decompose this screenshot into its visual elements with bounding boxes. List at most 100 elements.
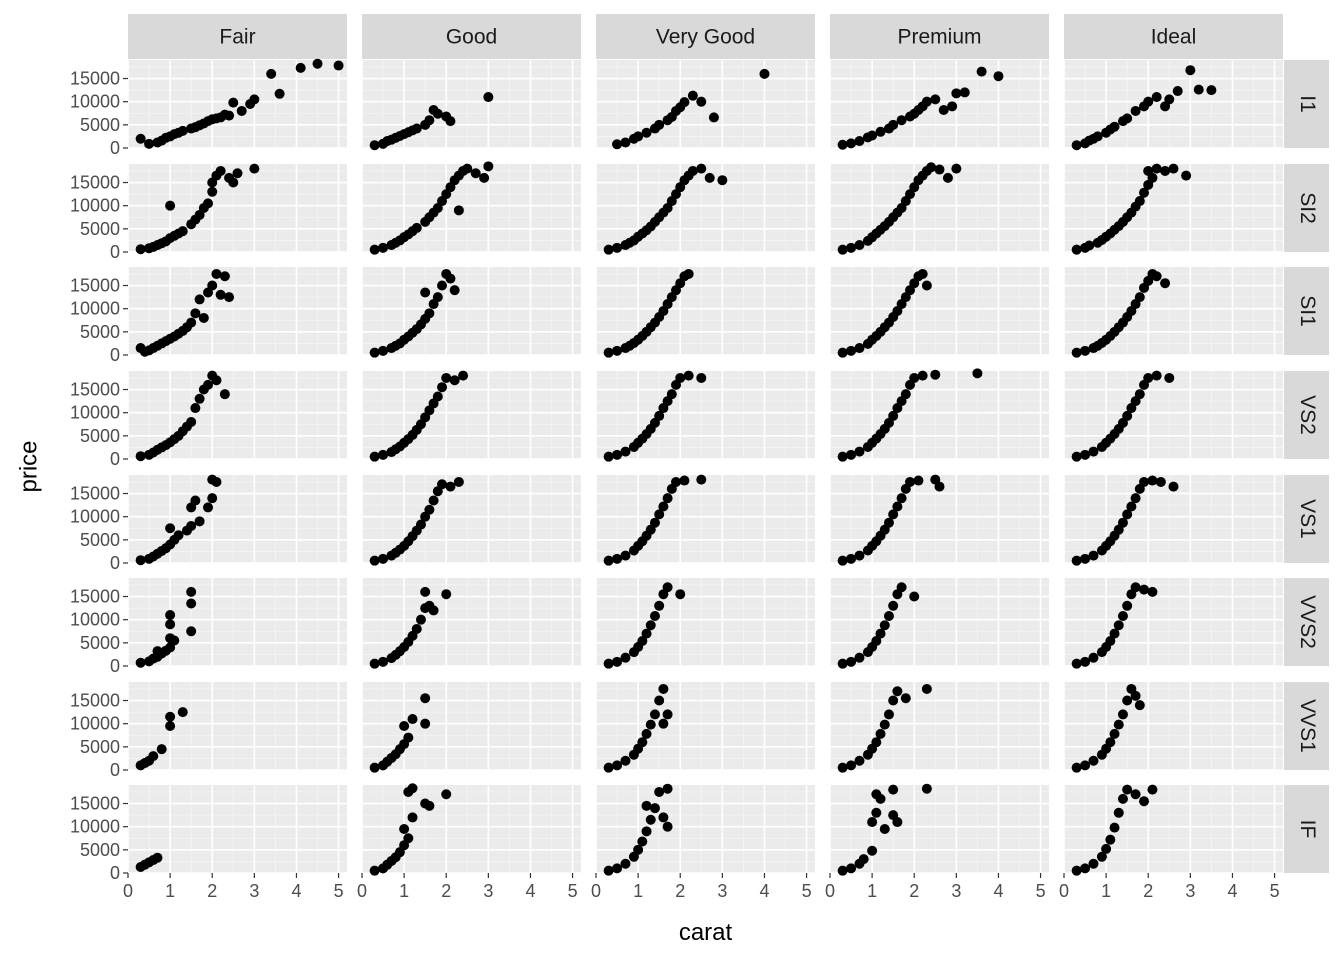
points-ideal-vs1 [1071,475,1179,566]
data-point [854,652,865,663]
data-point [378,656,389,667]
data-point [612,345,623,356]
points-fair-vvs1 [135,707,188,771]
x-tick-label: 0 [123,881,133,901]
data-point [633,844,644,855]
data-point [641,800,652,811]
data-point [1088,550,1099,561]
data-point [993,71,1004,82]
data-point [420,718,431,729]
data-point [1160,278,1171,289]
data-point [203,379,214,390]
data-point [1105,834,1116,845]
data-point [1071,451,1082,462]
data-point [620,858,631,869]
data-point [854,550,865,561]
data-point [649,803,660,814]
data-point [1147,172,1158,183]
y-tick-label: 15000 [70,276,120,296]
data-point [917,268,928,279]
data-point [1164,94,1175,105]
data-point [1122,600,1133,611]
data-point [837,865,848,876]
data-point [871,635,882,646]
points-premium-vs1 [837,474,945,566]
data-point [649,709,660,720]
data-point [420,586,431,597]
data-point [1130,493,1141,504]
data-point [1071,555,1082,566]
data-point [883,709,894,720]
data-point [1134,196,1145,207]
y-tick-label: 10000 [70,299,120,319]
data-point [1164,372,1175,383]
data-point [883,517,894,528]
data-point [232,168,243,179]
data-point [148,751,159,762]
points-premium-vs2 [837,368,983,462]
data-point [415,519,426,530]
data-point [1080,449,1091,460]
y-tick-label: 15000 [70,380,120,400]
data-point [603,555,614,566]
x-tick-label: 5 [1036,881,1046,901]
data-point [1193,84,1204,95]
data-point [1117,610,1128,621]
points-good-si1 [369,268,460,358]
data-point [683,370,694,381]
data-point [837,658,848,669]
x-tick-label: 3 [249,881,259,901]
x-tick-label: 4 [1227,881,1237,901]
points-ideal-vvs2 [1071,582,1158,669]
x-tick-label: 5 [568,881,578,901]
data-point [1122,410,1133,421]
data-point [437,280,448,291]
points-very-good-si2 [603,163,728,255]
data-point [462,163,473,174]
strip-row-label-vvs2: VVS2 [1296,595,1319,649]
data-point [926,162,937,173]
data-point [135,451,146,462]
data-point [403,833,414,844]
data-point [144,138,155,149]
strip-row-label-i1: I1 [1296,95,1319,113]
strip-row-label-si1: SI1 [1296,295,1319,327]
points-very-good-vvs1 [603,683,673,773]
panel-background [1064,371,1283,459]
y-tick-label: 15000 [70,484,120,504]
data-point [900,389,911,400]
data-point [407,783,418,794]
data-point [854,136,865,147]
data-point [837,555,848,566]
panel-background [596,578,815,666]
data-point [432,391,443,402]
strip-row-i1 [1284,60,1329,148]
points-ideal-si1 [1071,268,1171,358]
data-point [854,755,865,766]
y-tick-label: 10000 [70,92,120,112]
data-point [1096,851,1107,862]
points-good-vs2 [369,370,469,462]
data-point [1151,271,1162,282]
data-point [896,115,907,126]
data-point [219,271,230,282]
data-point [696,372,707,383]
data-point [399,824,410,834]
data-point [759,68,770,79]
data-point [135,244,146,255]
points-good-vs1 [369,476,464,566]
y-axis-title: price [15,440,42,492]
x-tick-label: 1 [399,881,409,901]
x-tick-label: 0 [591,881,601,901]
data-point [453,476,464,487]
data-point [679,97,690,108]
data-point [641,127,652,138]
data-point [892,501,903,512]
data-point [883,610,894,621]
data-point [449,375,460,386]
points-fair-i1 [135,58,344,149]
data-point [1185,65,1196,76]
points-fair-vs2 [135,370,230,462]
data-point [846,863,857,874]
panel-background [596,682,815,770]
